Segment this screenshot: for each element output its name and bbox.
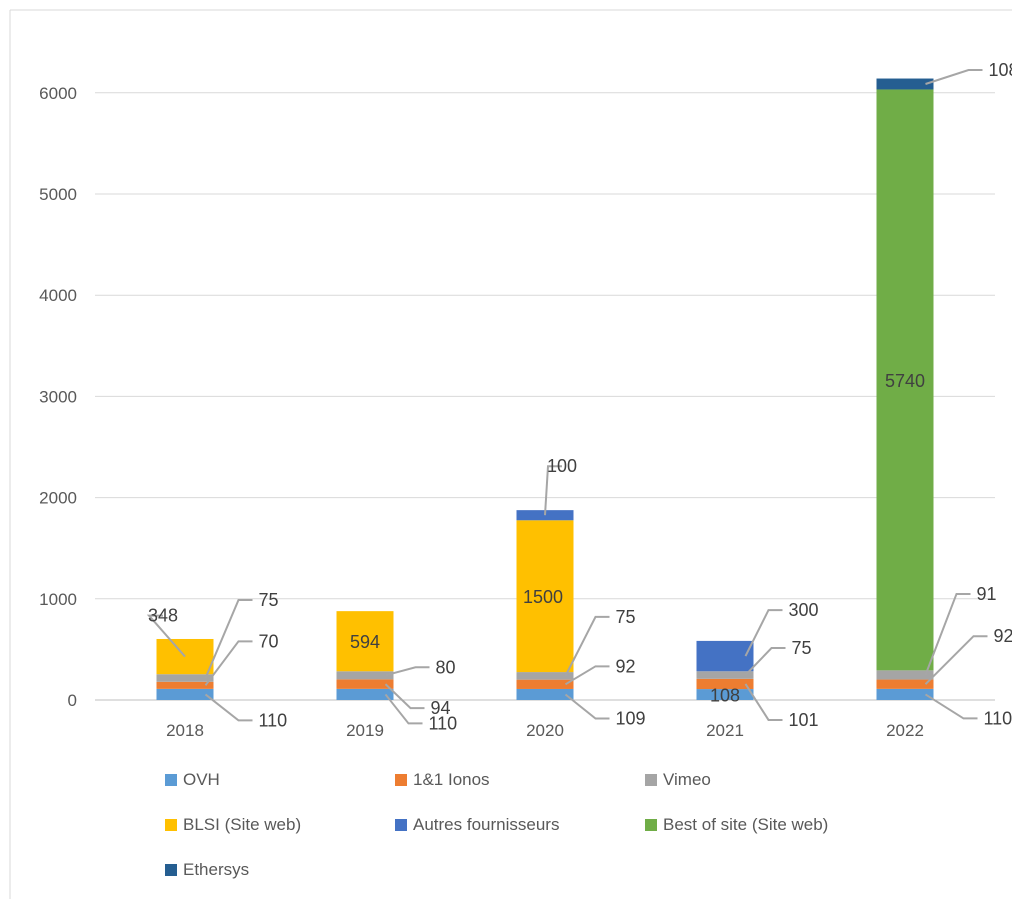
data-label: 594	[350, 632, 380, 652]
data-label: 70	[259, 631, 279, 651]
data-label: 109	[616, 708, 646, 728]
bar-segment	[336, 671, 394, 680]
bar-segment	[516, 679, 574, 689]
data-label: 94	[431, 698, 451, 718]
data-label: 348	[148, 606, 178, 626]
legend-item: Autres fournisseurs	[395, 815, 559, 835]
bar-segment	[156, 674, 214, 682]
data-label-leader	[384, 693, 423, 725]
x-tick-label: 2020	[526, 721, 564, 740]
bar-segment	[156, 688, 214, 700]
legend-swatch	[395, 774, 407, 786]
bar-segment	[876, 670, 934, 680]
legend-item: OVH	[165, 770, 220, 790]
data-label: 92	[994, 626, 1012, 646]
legend-swatch	[645, 774, 657, 786]
bar-segment	[516, 672, 574, 680]
bar-segment	[516, 688, 574, 700]
legend-item: Vimeo	[645, 770, 711, 790]
data-label: 100	[547, 456, 577, 476]
x-tick-label: 2018	[166, 721, 204, 740]
data-label-leader	[925, 68, 983, 85]
data-label: 300	[789, 600, 819, 620]
legend-item: Ethersys	[165, 860, 249, 880]
bar-segment	[696, 689, 754, 700]
legend-swatch	[165, 774, 177, 786]
legend-label: Vimeo	[663, 770, 711, 789]
bar-segment	[696, 640, 754, 672]
data-label-leader	[924, 693, 978, 720]
data-label-leader	[564, 693, 610, 720]
y-tick-label: 3000	[39, 387, 77, 406]
y-tick-label: 4000	[39, 286, 77, 305]
bar-segment	[336, 611, 394, 672]
data-label: 75	[616, 607, 636, 627]
legend-label: OVH	[183, 770, 220, 789]
data-label-leader	[924, 592, 971, 676]
data-label-leader	[385, 666, 430, 677]
data-label: 80	[436, 657, 456, 677]
x-tick-label: 2022	[886, 721, 924, 740]
bar-segment	[876, 688, 934, 700]
legend-label: Autres fournisseurs	[413, 815, 560, 834]
data-label: 110	[259, 710, 288, 730]
data-label-leader	[146, 614, 186, 658]
legend-label: 1&1 Ionos	[413, 770, 490, 789]
data-label-leader	[744, 609, 783, 657]
bar-segment	[516, 520, 574, 673]
legend-item: BLSI (Site web)	[165, 815, 301, 835]
y-tick-label: 2000	[39, 489, 77, 508]
data-label: 110	[429, 713, 458, 733]
legend-label: Ethersys	[183, 860, 250, 879]
data-label: 108	[710, 686, 740, 706]
legend-item: 1&1 Ionos	[395, 770, 490, 790]
data-label: 75	[792, 638, 812, 658]
data-label-leader	[924, 635, 988, 685]
legend-swatch	[165, 864, 177, 876]
data-label: 108	[989, 60, 1012, 80]
legend-item: Best of site (Site web)	[645, 815, 828, 835]
data-label-leader	[744, 647, 786, 676]
data-label: 75	[259, 590, 279, 610]
bar-segment	[696, 678, 754, 690]
bar-segment	[336, 688, 394, 700]
y-tick-label: 5000	[39, 185, 77, 204]
y-tick-label: 6000	[39, 84, 77, 103]
data-label-leader	[744, 683, 783, 721]
data-label-leader	[564, 615, 610, 677]
bar-segment	[876, 78, 934, 90]
data-label: 1500	[523, 587, 563, 607]
data-label-leader	[384, 683, 425, 710]
bar-segment	[696, 671, 754, 679]
y-tick-label: 1000	[39, 590, 77, 609]
data-label-leader	[564, 665, 610, 686]
data-label: 92	[616, 656, 636, 676]
bar-segment	[876, 679, 934, 689]
bar-segment	[336, 679, 394, 689]
data-label-leader	[544, 465, 562, 516]
x-tick-label: 2019	[346, 721, 384, 740]
y-tick-label: 0	[68, 691, 77, 710]
data-label: 110	[984, 708, 1012, 728]
data-label-leader	[204, 640, 253, 686]
data-label-leader	[204, 693, 253, 722]
bar-segment	[876, 89, 934, 671]
bar-segment	[156, 681, 214, 689]
data-label: 101	[789, 710, 819, 730]
legend-label: BLSI (Site web)	[183, 815, 302, 834]
legend-swatch	[395, 819, 407, 831]
legend-label: Best of site (Site web)	[663, 815, 829, 834]
legend-swatch	[645, 819, 657, 831]
legend-swatch	[165, 819, 177, 831]
data-label: 91	[977, 584, 997, 604]
data-label-leader	[204, 598, 253, 679]
x-tick-label: 2021	[706, 721, 744, 740]
data-label: 5740	[885, 371, 925, 391]
